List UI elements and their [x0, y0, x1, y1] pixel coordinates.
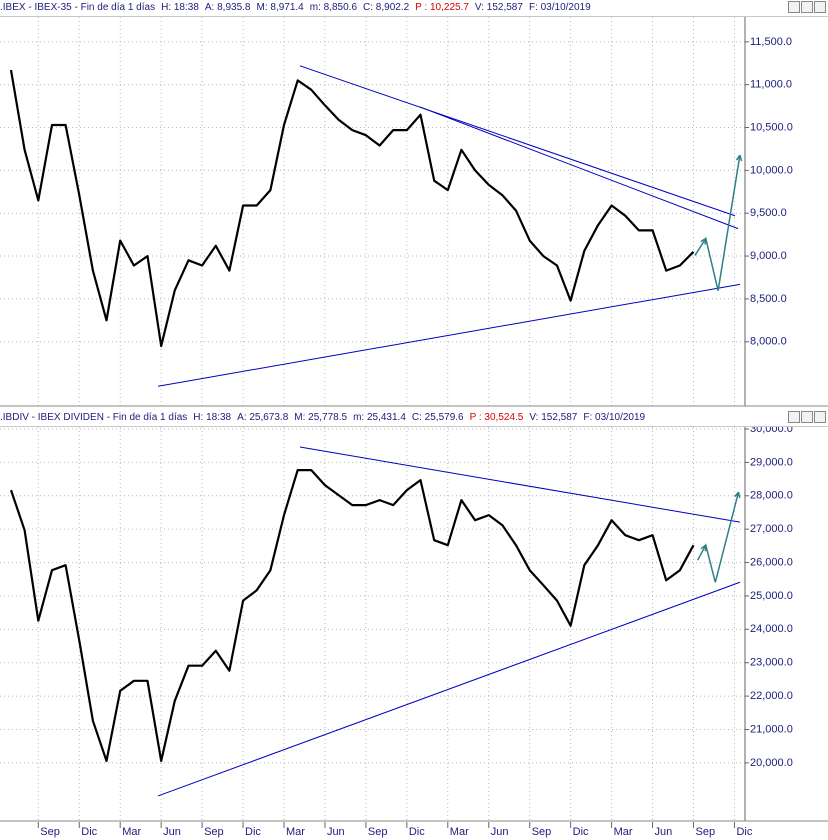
y-tick-label: 22,000.0	[750, 690, 793, 702]
header-text: C: 8,902.2	[363, 2, 410, 13]
x-tick-label: Jun	[491, 826, 509, 838]
header-text: V: 152,587	[474, 2, 523, 13]
close-button[interactable]	[814, 1, 826, 13]
y-tick-label: 20,000.0	[750, 757, 793, 769]
panel-header: .IBDIV - IBEX DIVIDEN - Fin de día 1 día…	[0, 410, 828, 427]
x-tick-label: Sep	[40, 826, 60, 838]
x-tick-label: Sep	[204, 826, 224, 838]
trendline	[157, 581, 741, 797]
y-tick-label: 21,000.0	[750, 723, 793, 735]
y-tick-label: 11,000.0	[750, 79, 792, 91]
header-text: V: 152,587	[529, 412, 578, 423]
y-tick-label: 11,500.0	[750, 36, 792, 48]
x-tick-label: Mar	[450, 826, 469, 838]
x-tick-label: Jun	[327, 826, 345, 838]
projection-arrow	[696, 491, 740, 583]
arrow-head	[700, 237, 707, 245]
x-tick-label: Dic	[736, 826, 752, 838]
header-text: m: 25,431.4	[353, 412, 406, 423]
y-tick-label: 8,000.0	[750, 336, 787, 348]
x-tick-label: Jun	[655, 826, 673, 838]
x-tick-label: Mar	[614, 826, 633, 838]
x-tick-label: Dic	[81, 826, 97, 838]
header-text: P : 10,225.7	[415, 2, 469, 13]
plot-area	[0, 427, 745, 821]
trendline	[299, 65, 736, 217]
arrow-head	[735, 154, 743, 162]
arrow-head	[700, 544, 707, 552]
x-tick-label: Sep	[368, 826, 388, 838]
header-text: H: 18:38	[161, 2, 199, 13]
y-tick-label: 10,000.0	[750, 164, 793, 176]
x-tick-label: Dic	[409, 826, 425, 838]
header-text: .IBEX - IBEX-35 - Fin de día 1 días	[0, 2, 156, 13]
arrow-head	[734, 491, 741, 499]
y-tick-label: 23,000.0	[750, 657, 793, 669]
x-tick-label: Mar	[286, 826, 305, 838]
x-tick-label: Dic	[573, 826, 589, 838]
window-buttons	[788, 411, 826, 423]
y-tick-label: 10,500.0	[750, 121, 793, 133]
header-text: m: 8,850.6	[309, 2, 358, 13]
header-text: F: 03/10/2019	[528, 2, 591, 13]
trendline	[419, 106, 739, 230]
minimize-button[interactable]	[788, 1, 800, 13]
y-tick-label: 9,500.0	[750, 207, 787, 219]
header-text: M: 25,778.5	[294, 412, 348, 423]
x-axis-area	[0, 822, 828, 840]
header-text: F: 03/10/2019	[583, 412, 646, 423]
x-tick-label: Sep	[696, 826, 716, 838]
x-tick-label: Mar	[122, 826, 141, 838]
y-tick-label: 28,000.0	[750, 490, 793, 502]
x-tick-label: Sep	[532, 826, 552, 838]
header-text: P : 30,524.5	[469, 412, 524, 423]
maximize-button[interactable]	[801, 1, 813, 13]
x-tick-label: Jun	[163, 826, 181, 838]
panel-header: .IBEX - IBEX-35 - Fin de día 1 días H: 18…	[0, 0, 828, 17]
y-tick-label: 8,500.0	[750, 293, 787, 305]
projection-arrow	[694, 155, 741, 291]
y-tick-label: 27,000.0	[750, 523, 793, 535]
header-text: M: 8,971.4	[256, 2, 304, 13]
y-tick-label: 25,000.0	[750, 590, 793, 602]
x-tick-label: Dic	[245, 826, 261, 838]
y-tick-label: 9,000.0	[750, 250, 787, 262]
header-text: A: 25,673.8	[237, 412, 289, 423]
price-line	[9, 69, 695, 348]
header-text: H: 18:38	[193, 412, 232, 423]
y-tick-label: 24,000.0	[750, 623, 793, 635]
window-buttons	[788, 1, 826, 13]
header-text: C: 25,579.6	[411, 412, 464, 423]
y-tick-label: 26,000.0	[750, 556, 793, 568]
header-text: A: 8,935.8	[204, 2, 251, 13]
price-line	[9, 469, 695, 762]
header-text: .IBDIV - IBEX DIVIDEN - Fin de día 1 día…	[0, 412, 188, 423]
maximize-button[interactable]	[801, 411, 813, 423]
trendline	[157, 283, 740, 387]
y-tick-label: 29,000.0	[750, 456, 793, 468]
close-button[interactable]	[814, 411, 826, 423]
trendline	[299, 446, 740, 523]
plot-area	[0, 17, 745, 406]
minimize-button[interactable]	[788, 411, 800, 423]
